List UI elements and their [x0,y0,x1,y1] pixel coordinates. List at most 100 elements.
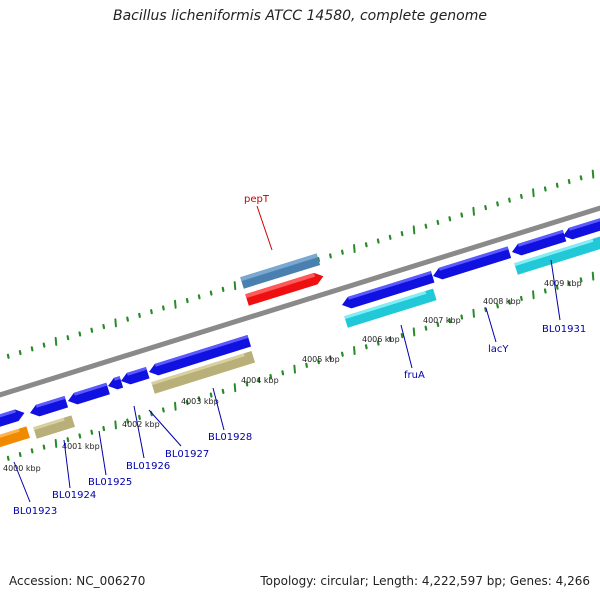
tick-mark [543,288,547,294]
tick-mark [90,429,94,435]
tick-mark [66,335,70,341]
tick-mark [484,306,488,313]
tick-mark [6,353,10,359]
tick-mark [197,396,201,402]
reverse-strand-genes [0,236,600,450]
tick-mark [257,377,261,383]
tick-mark [317,359,320,365]
gene-box[interactable] [151,351,256,394]
gene-arrow[interactable] [106,376,124,392]
gene-label-BL01926[interactable]: BL01926 [126,461,170,472]
tick-mark [30,448,34,454]
kbp-label: 4004 kbp [241,376,279,385]
tick-mark [484,204,488,211]
tick-mark [185,399,189,406]
tick-mark [388,336,392,342]
tick-mark [126,418,129,424]
gene-pepT-upper[interactable] [240,253,321,289]
tick-mark [245,381,249,387]
gene-arrow[interactable] [0,407,26,429]
gene-box[interactable] [33,415,75,439]
gene-arrow[interactable] [28,395,69,419]
gene-arrow[interactable] [510,229,567,258]
kbp-label: 4003 kbp [181,397,219,406]
tick-mark [412,327,416,337]
tick-mark [138,414,141,420]
tick-mark [281,370,285,376]
gene-box[interactable] [514,236,600,275]
gene-label-BL01928[interactable]: BL01928 [208,432,252,443]
tick-mark [579,277,583,283]
tick-mark [508,197,511,203]
tick-mark [532,290,535,300]
tick-mark [329,253,332,259]
gene-label-lacY[interactable]: lacY [488,344,509,355]
tick-mark [66,437,70,443]
gene-label-BL01931[interactable]: BL01931 [542,324,586,335]
tick-mark [472,206,475,216]
gene-arrow[interactable] [66,382,110,407]
tick-mark [209,392,213,398]
kbp-label: 4001 kbp [62,442,100,451]
tick-mark [42,444,46,450]
kbp-label: 4002 kbp [122,420,160,429]
tick-mark [233,383,237,393]
gene-arrow[interactable] [561,215,600,242]
tick-mark [543,186,547,192]
kbp-label: 4009 kbp [544,279,582,288]
tick-mark [161,305,165,311]
tick-mark [114,420,117,430]
gene-box[interactable] [0,426,30,450]
tick-mark [102,323,106,330]
tick-mark [269,373,273,380]
tick-mark [126,316,129,322]
kbp-label: 4000 kbp [3,464,41,473]
map-title: Bacillus licheniformis ATCC 14580, compl… [113,8,487,24]
gene-label-BL01923[interactable]: BL01923 [13,506,57,517]
tick-mark [185,297,189,304]
tick-mark [436,219,440,226]
gene-label-BL01925[interactable]: BL01925 [88,477,132,488]
tick-mark [400,231,404,237]
tick-mark [472,308,475,318]
gene-arrow[interactable] [340,271,435,311]
tick-mark [341,249,344,255]
gene-arrow[interactable] [119,366,150,387]
gene-arrow[interactable] [431,246,512,281]
label-leader-pepT [256,205,273,251]
tick-mark [460,212,464,218]
kbp-label: 4005 kbp [302,355,340,364]
tick-mark [520,295,523,302]
tick-mark [424,223,428,229]
gene-label-BL01924[interactable]: BL01924 [52,490,96,501]
tick-mark [329,355,332,361]
tick-mark [18,349,22,356]
gene-pepT-red[interactable] [245,270,325,306]
tick-mark [400,333,404,339]
gene-box[interactable] [344,288,437,328]
tick-mark [520,193,523,200]
tick-mark [6,455,10,461]
tick-mark [293,364,296,374]
tick-mark [376,238,380,244]
kbp-label: 4006 kbp [362,335,400,344]
tick-mark [174,299,177,309]
tick-mark [376,340,380,346]
tick-mark [364,242,368,248]
tick-mark [197,294,201,300]
accession-text: Accession: NC_006270 [9,574,146,588]
kbp-label: 4007 kbp [423,316,461,325]
tick-mark [341,351,344,357]
tick-mark [30,346,34,352]
tick-mark [591,169,595,179]
gene-label-fruA[interactable]: fruA [404,370,425,381]
tick-mark [138,312,141,318]
gene-label-BL01927[interactable]: BL01927 [165,449,209,460]
tick-mark [591,271,595,281]
gene-arrow[interactable] [147,335,252,378]
tick-mark [18,451,22,458]
gene-label-pepT[interactable]: pepT [244,194,270,205]
tick-mark [353,345,356,355]
tick-mark [364,344,368,350]
